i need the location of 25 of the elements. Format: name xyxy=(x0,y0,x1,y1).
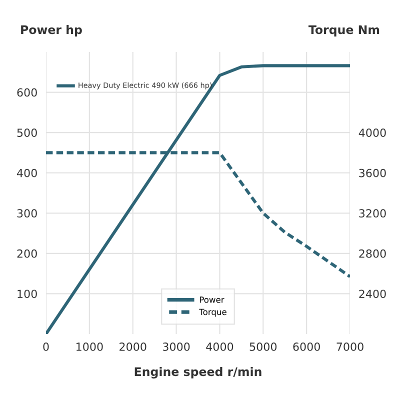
legend-label: Power xyxy=(200,296,224,303)
line-series xyxy=(46,64,350,334)
y2-tick-label: 2400 xyxy=(359,290,386,298)
y2-tick-label: 3600 xyxy=(359,168,386,178)
y2-axis-title: Torque Nm xyxy=(308,25,380,36)
y-tick-label: 300 xyxy=(17,209,37,218)
x-tick-label: 0 xyxy=(43,342,49,351)
y-axis-title: Power hp xyxy=(21,25,82,36)
y2-tick-label: 3200 xyxy=(359,209,386,218)
y-tick-label: 400 xyxy=(17,168,37,178)
y-tick-label: 600 xyxy=(17,88,37,97)
x-tick-label: 6000 xyxy=(293,342,320,351)
y-tick-label: 100 xyxy=(18,290,37,298)
legend-label: Torque xyxy=(199,308,226,317)
x-tick-label: 4000 xyxy=(206,342,234,351)
x-axis-title: Engine speed r/min xyxy=(134,366,262,378)
x-tick-label: 7000 xyxy=(336,342,364,351)
x-tick-label: 5000 xyxy=(250,342,277,351)
x-tick-label: 1000 xyxy=(76,342,103,351)
y-tick-label: 200 xyxy=(17,249,37,258)
y2-tick-label: 4000 xyxy=(358,128,386,137)
y-tick-label: 500 xyxy=(17,128,37,137)
x-tick-label: 3000 xyxy=(162,342,190,351)
x-tick-label: 2000 xyxy=(120,342,146,351)
y2-tick-label: 2800 xyxy=(359,249,386,258)
